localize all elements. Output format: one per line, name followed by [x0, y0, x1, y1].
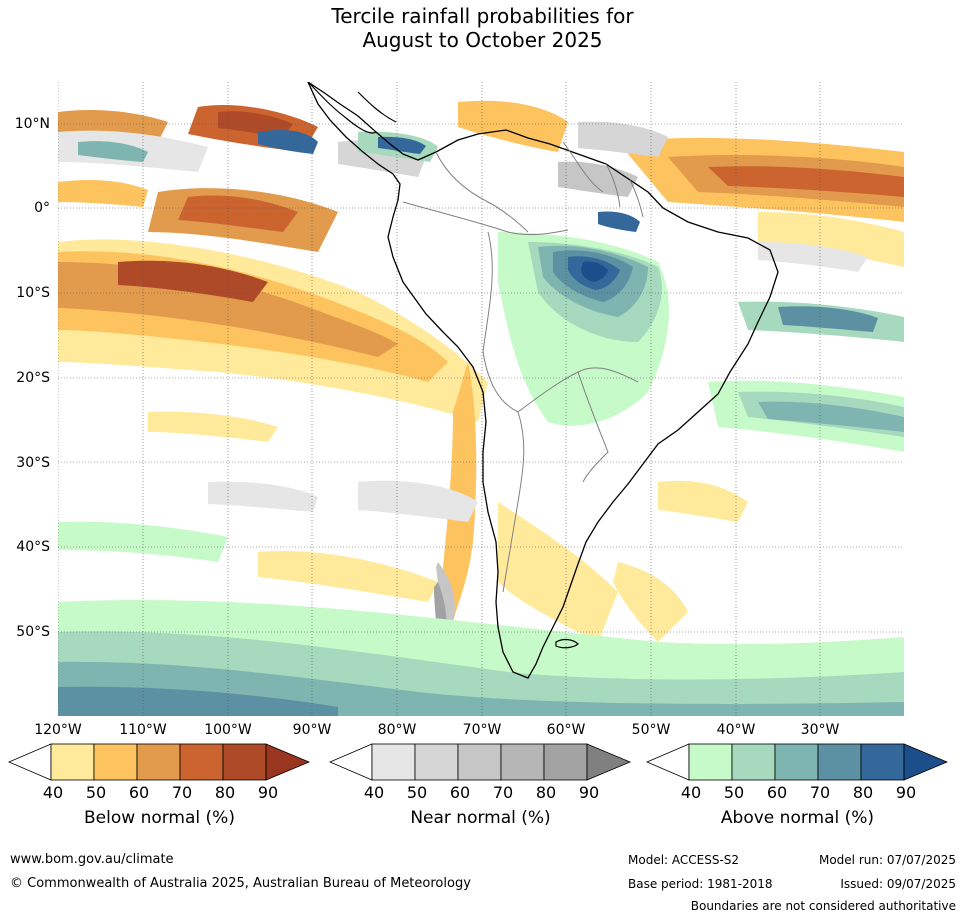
above-tick-40: 40 [680, 783, 702, 802]
colorbar-segment [179, 743, 224, 781]
central-america-coastline [307, 82, 397, 134]
near-tick-90: 90 [578, 783, 600, 802]
colorbar-extend-low [329, 743, 373, 781]
map-svg [58, 82, 904, 716]
lat-label-10s: 10°S [16, 285, 50, 301]
website-link[interactable]: www.bom.gov.au/climate [10, 852, 174, 867]
title-line-1: Tercile rainfall probabilities for [331, 4, 634, 28]
near-tick-70: 70 [492, 783, 514, 802]
above-normal-colorbar [646, 743, 949, 781]
below-tick-80: 80 [214, 783, 236, 802]
title-line-2: August to October 2025 [362, 28, 603, 52]
colorbar-extend-high [903, 743, 949, 781]
lon-label-40w: 40°W [716, 722, 756, 738]
base-period-text: Base period: 1981-2018 [628, 877, 773, 891]
colorbar-segment [731, 743, 776, 781]
colorbar-segment [817, 743, 862, 781]
near-normal-colorbar [329, 743, 632, 781]
colorbar-segment [414, 743, 459, 781]
boundaries-note: Boundaries are not considered authoritat… [690, 899, 956, 913]
colorbar-segment [860, 743, 905, 781]
below-tick-90: 90 [257, 783, 279, 802]
lat-label-50s: 50°S [16, 624, 50, 640]
above-normal-title: Above normal (%) [720, 808, 875, 828]
colorbar-extend-high [586, 743, 632, 781]
below-tick-40: 40 [42, 783, 64, 802]
lon-label-80w: 80°W [377, 722, 417, 738]
below-tick-50: 50 [85, 783, 107, 802]
lon-label-100w: 100°W [204, 722, 252, 738]
colorbar-segment [543, 743, 588, 781]
lat-label-40s: 40°S [16, 539, 50, 555]
lat-label-30s: 30°S [16, 455, 50, 471]
colorbar-segment [136, 743, 181, 781]
lon-label-30w: 30°W [800, 722, 840, 738]
colorbar-segment [222, 743, 267, 781]
lon-label-60w: 60°W [546, 722, 586, 738]
copyright-text: © Commonwealth of Australia 2025, Austra… [10, 876, 471, 891]
lat-label-10n: 10°N [14, 116, 50, 132]
near-tick-50: 50 [406, 783, 428, 802]
above-tick-90: 90 [895, 783, 917, 802]
colorbar-segment [50, 743, 95, 781]
lon-label-90w: 90°W [292, 722, 332, 738]
issued-text: Issued: 09/07/2025 [840, 877, 956, 891]
above-normal-areas [58, 130, 904, 716]
country-borders [402, 141, 644, 593]
colorbar-segment [93, 743, 138, 781]
lon-label-110w: 110°W [119, 722, 167, 738]
gridlines [58, 82, 904, 716]
above-tick-80: 80 [852, 783, 874, 802]
above-tick-70: 70 [809, 783, 831, 802]
lon-label-50w: 50°W [631, 722, 671, 738]
above-tick-50: 50 [723, 783, 745, 802]
lat-label-20s: 20°S [16, 370, 50, 386]
colorbar-segment [500, 743, 545, 781]
colorbar-segment [774, 743, 819, 781]
colorbar-segment [688, 743, 733, 781]
model-text: Model: ACCESS-S2 [628, 853, 740, 867]
south-america-coastline [307, 82, 779, 679]
colorbar-extend-high [265, 743, 311, 781]
near-tick-80: 80 [535, 783, 557, 802]
lon-label-70w: 70°W [462, 722, 502, 738]
lon-label-120w: 120°W [34, 722, 82, 738]
above-tick-60: 60 [766, 783, 788, 802]
falkland-islands [555, 638, 579, 649]
colorbar-segment [371, 743, 416, 781]
rainfall-probability-map [58, 82, 904, 716]
model-run-text: Model run: 07/07/2025 [818, 853, 956, 867]
near-tick-60: 60 [449, 783, 471, 802]
colorbar-extend-low [8, 743, 52, 781]
below-tick-70: 70 [171, 783, 193, 802]
below-tick-60: 60 [128, 783, 150, 802]
lat-label-0: 0° [34, 200, 50, 216]
below-normal-title: Below normal (%) [84, 808, 235, 828]
near-tick-40: 40 [363, 783, 385, 802]
colorbar-extend-low [646, 743, 690, 781]
below-normal-colorbar [8, 743, 311, 781]
near-normal-title: Near normal (%) [410, 808, 551, 828]
colorbar-segment [457, 743, 502, 781]
